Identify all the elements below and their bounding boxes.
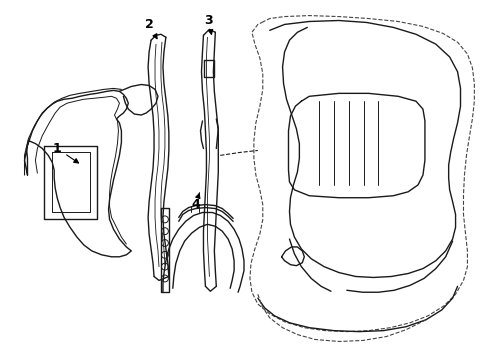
Text: 4: 4 [191,193,200,211]
Text: 1: 1 [53,142,79,163]
Text: 3: 3 [203,14,212,34]
Text: 2: 2 [144,18,157,39]
